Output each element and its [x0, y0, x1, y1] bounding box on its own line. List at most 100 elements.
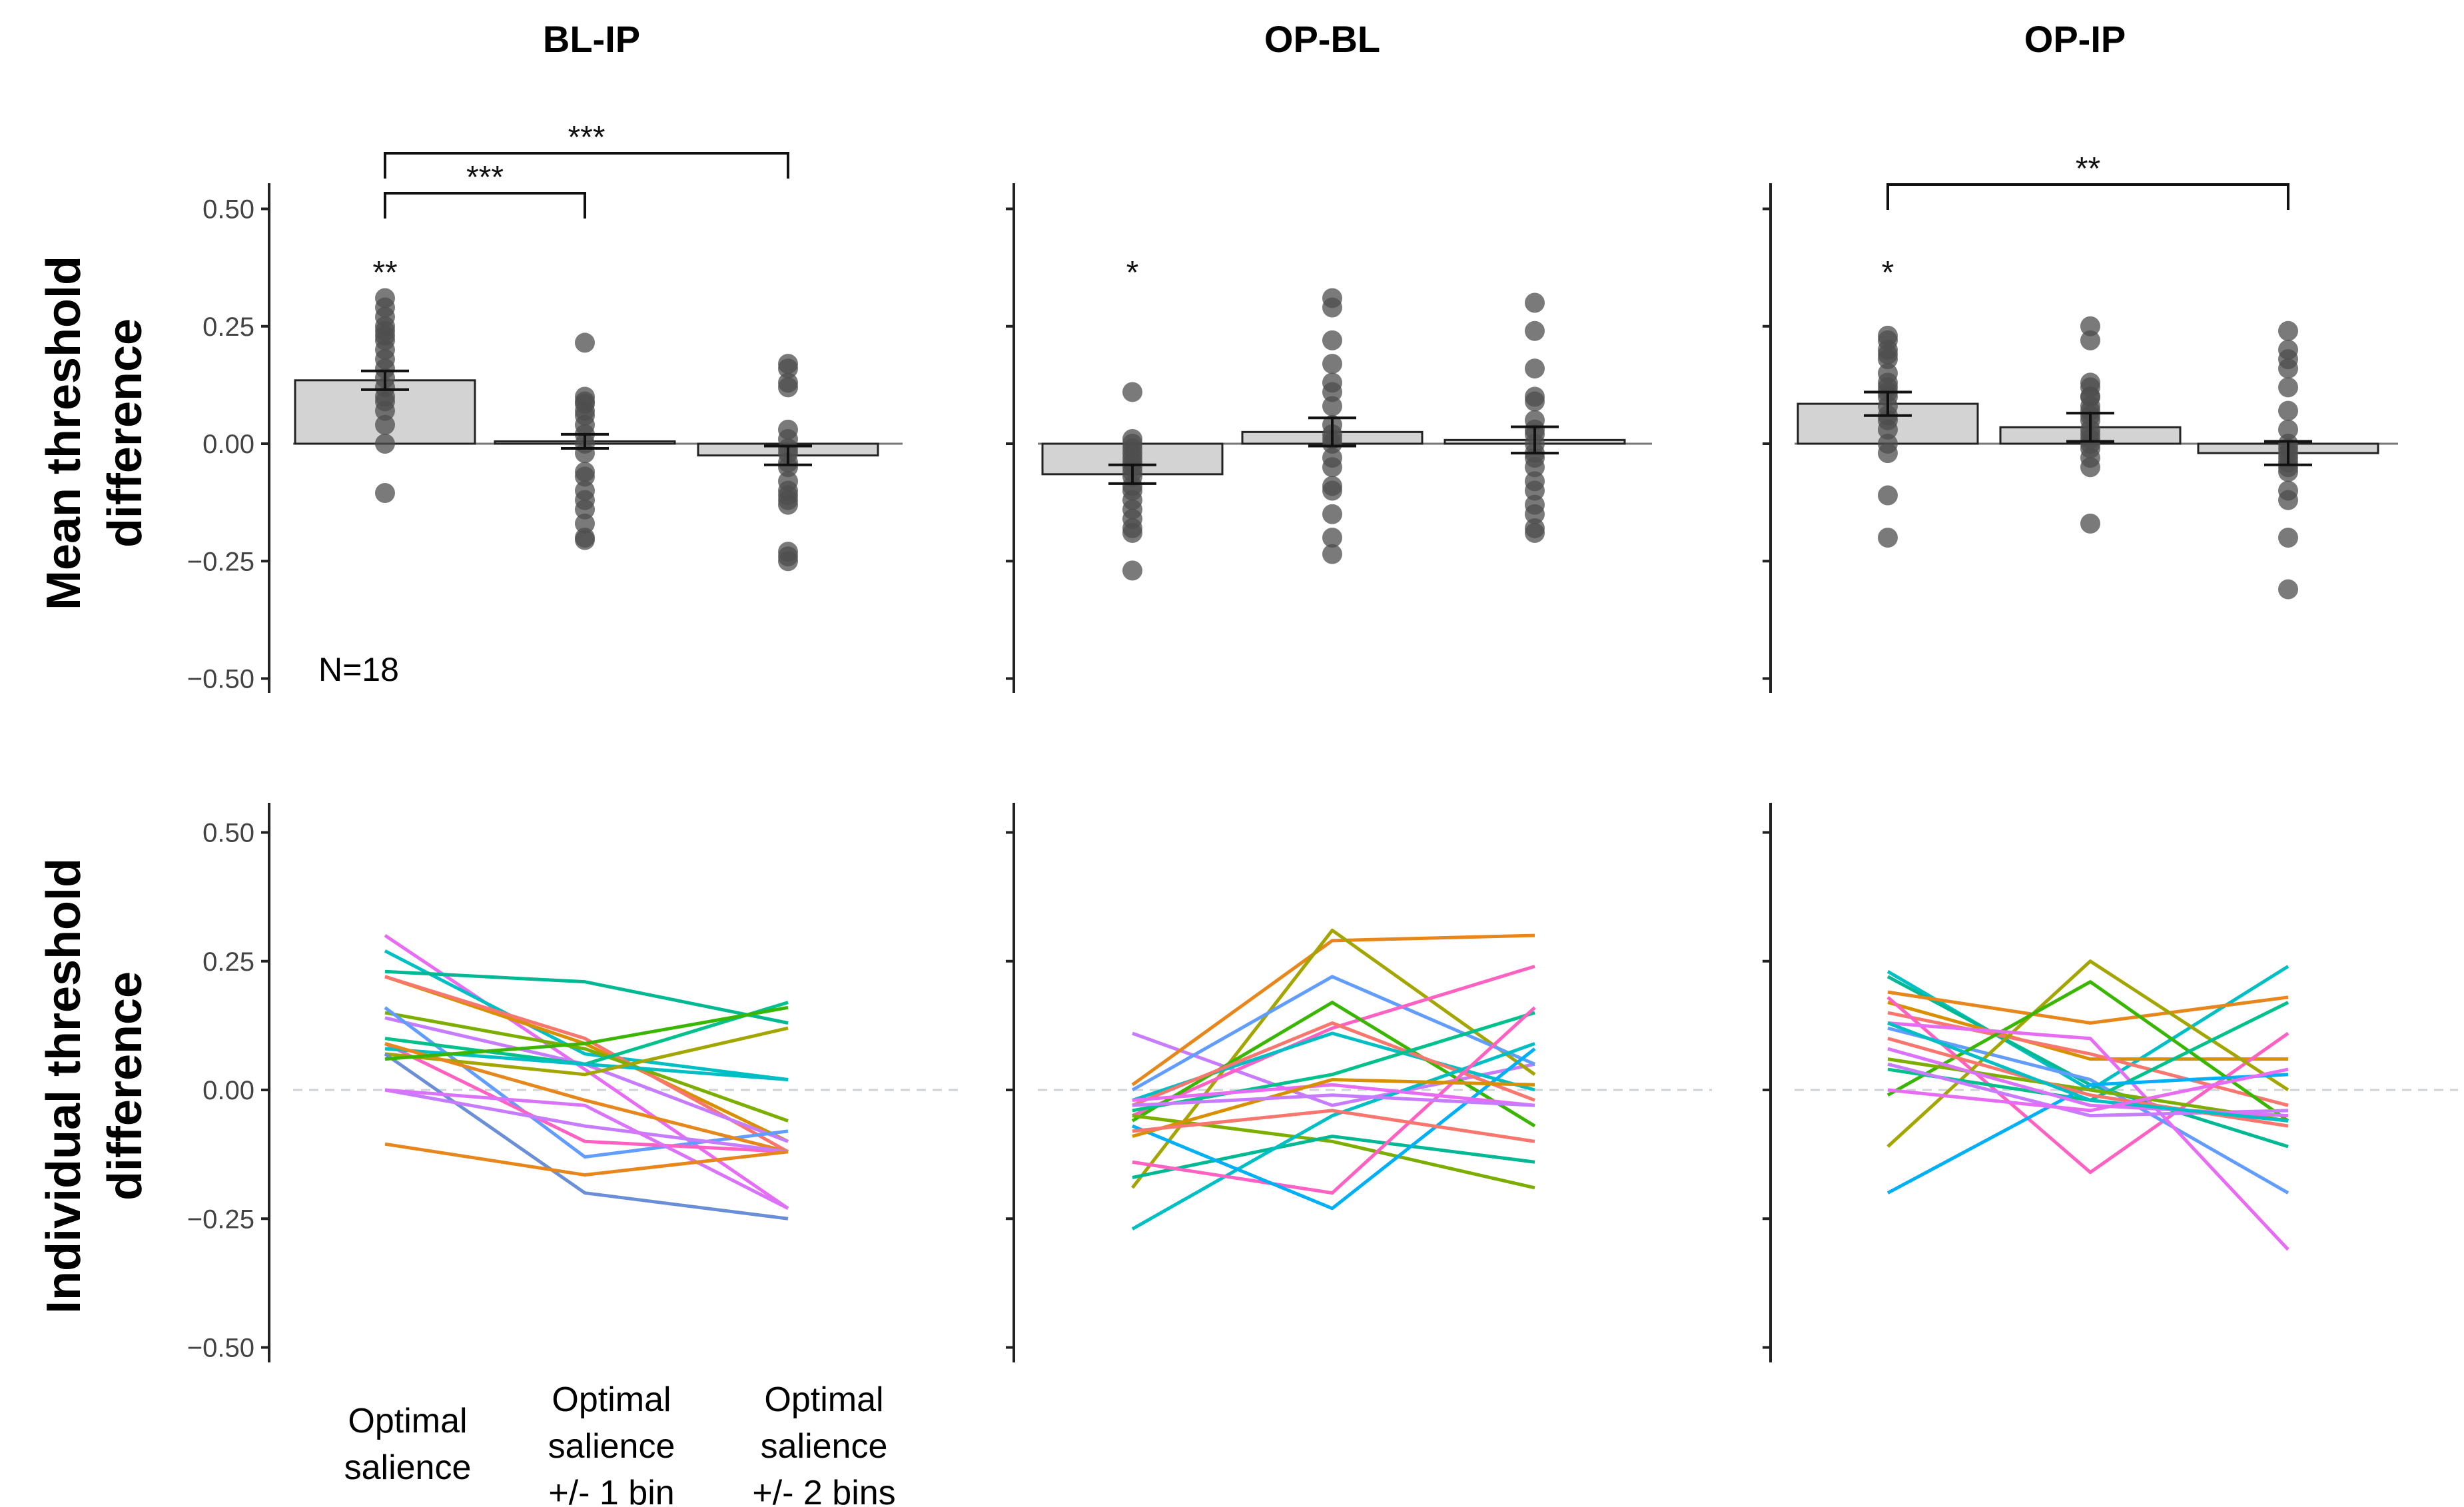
series-line-0-15 [384, 1088, 789, 1211]
ylabel-bottom-line-2: difference [99, 971, 152, 1201]
series-line-0-0 [384, 934, 789, 1210]
point-0-1-0 [575, 332, 595, 353]
series-line-1-7 [1132, 1021, 1535, 1107]
panel-title-op-bl: OP-BL [1264, 18, 1380, 60]
point-0-2-17 [778, 551, 798, 572]
series-line-1-10 [1132, 1135, 1535, 1179]
series-line-1-6 [1131, 1001, 1536, 1128]
point-0-1-11 [575, 466, 595, 487]
x-category-labels: Optimal salience Optimal salience +/- 1 … [344, 1380, 896, 1507]
ylabel-top-line-1: Mean threshold [37, 256, 91, 610]
y-tick-label-top-1: 0.25 [203, 312, 254, 342]
point-2-2-17 [2278, 579, 2298, 600]
point-0-0-16 [375, 434, 395, 454]
point-2-1-1 [2080, 330, 2100, 350]
series-line-2-4 [1887, 1011, 2289, 1107]
point-1-1-5 [1322, 382, 1342, 402]
point-1-1-6 [1322, 396, 1342, 416]
series-line-2-6 [1887, 1026, 2289, 1195]
series-line-0-17 [384, 1142, 789, 1177]
point-2-0-17 [1878, 528, 1898, 548]
y-tick-label-top-4: −0.50 [187, 665, 254, 694]
ylabel-top: Mean threshold difference [37, 256, 152, 610]
point-2-2-4 [2278, 377, 2298, 398]
series-line-1-12 [1132, 1006, 1536, 1195]
series-line-0-9 [384, 1042, 789, 1154]
point-2-0-16 [1878, 485, 1898, 506]
series-line-2-2 [1887, 990, 2289, 1025]
point-2-1-16 [2080, 457, 2100, 478]
series-line-1-17 [1132, 1093, 1535, 1107]
point-0-2-14 [778, 494, 798, 515]
point-1-1-15 [1322, 504, 1342, 524]
point-1-2-4 [1525, 391, 1545, 412]
point-0-1-14 [575, 499, 595, 520]
point-1-0-17 [1122, 560, 1142, 581]
x-label-2bins-2: salience [761, 1427, 888, 1466]
point-1-2-11 [1525, 457, 1545, 478]
point-1-1-2 [1322, 330, 1342, 350]
point-1-0-16 [1122, 522, 1142, 543]
series-line-2-17 [1887, 1067, 2289, 1113]
point-2-2-6 [2278, 419, 2298, 440]
point-0-0-17 [375, 483, 395, 504]
point-1-1-1 [1322, 297, 1342, 318]
significance-star-2-0: * [1882, 255, 1894, 290]
point-1-1-14 [1322, 480, 1342, 501]
x-label-optimal-2: salience [344, 1448, 472, 1487]
x-label-optimal-1: Optimal [348, 1402, 467, 1440]
point-0-1-17 [575, 530, 595, 550]
series-line-2-7 [1886, 959, 2289, 1148]
ylabel-bottom-line-1: Individual threshold [37, 858, 91, 1314]
point-0-0-15 [375, 414, 395, 435]
series-line-1-4 [1131, 965, 1535, 1117]
y-tick-label-bottom-2: 0.00 [203, 1076, 254, 1105]
y-tick-label-top-2: 0.00 [203, 430, 254, 459]
series-line-0-14 [384, 1088, 789, 1154]
x-label-1bin-1: Optimal [552, 1380, 671, 1419]
point-2-2-13 [2278, 462, 2298, 482]
comparison-bracket-0-0 [384, 192, 586, 219]
panel-title-bl-ip: BL-IP [543, 18, 640, 60]
point-2-2-3 [2278, 358, 2298, 379]
series-line-0-6 [384, 1016, 789, 1143]
series-line-1-15 [1132, 1078, 1535, 1138]
point-1-2-15 [1525, 504, 1545, 524]
comparison-label-2-0: ** [2076, 151, 2100, 187]
series-line-1-8 [1132, 1011, 1535, 1113]
point-2-0-13 [1878, 419, 1898, 440]
series-line-2-16 [1887, 1021, 2289, 1123]
point-1-2-0 [1525, 292, 1545, 313]
significance-star-0-0: ** [372, 255, 397, 290]
point-1-1-12 [1322, 457, 1342, 478]
series-line-0-16 [384, 1005, 789, 1061]
comparison-bracket-2-0 [1886, 183, 2289, 210]
ylabel-top-line-2: difference [99, 318, 152, 548]
series-line-1-0 [1132, 1031, 1535, 1107]
series-line-0-7 [384, 1006, 789, 1159]
comparison-label-0-1: *** [568, 120, 605, 155]
point-1-2-2 [1525, 358, 1545, 379]
charts-layer: 0.500.250.00−0.25−0.50********* ***0.500.… [187, 120, 2458, 1363]
x-label-1bin-3: +/- 1 bin [548, 1474, 674, 1507]
point-2-2-15 [2278, 490, 2298, 510]
comparison-label-0-0: *** [466, 160, 504, 195]
series-line-2-11 [1886, 1073, 2289, 1195]
n-label: N=18 [318, 651, 399, 688]
point-2-0-4 [1878, 349, 1898, 370]
comparison-bracket-0-1 [384, 152, 789, 179]
series-line-1-14 [1132, 1083, 1535, 1107]
point-0-1-15 [575, 513, 595, 534]
series-line-0-5 [384, 1011, 789, 1123]
point-2-2-5 [2278, 400, 2298, 421]
ylabel-bottom: Individual threshold difference [37, 858, 152, 1314]
series-line-2-3 [1887, 1001, 2288, 1061]
point-2-1-17 [2080, 513, 2100, 534]
series-line-0-12 [384, 1052, 789, 1221]
series-line-0-2 [384, 969, 789, 1025]
series-line-2-15 [1887, 1047, 2289, 1118]
series-line-2-9 [1887, 1021, 2289, 1251]
point-1-2-1 [1525, 320, 1545, 341]
point-2-2-16 [2278, 528, 2298, 548]
